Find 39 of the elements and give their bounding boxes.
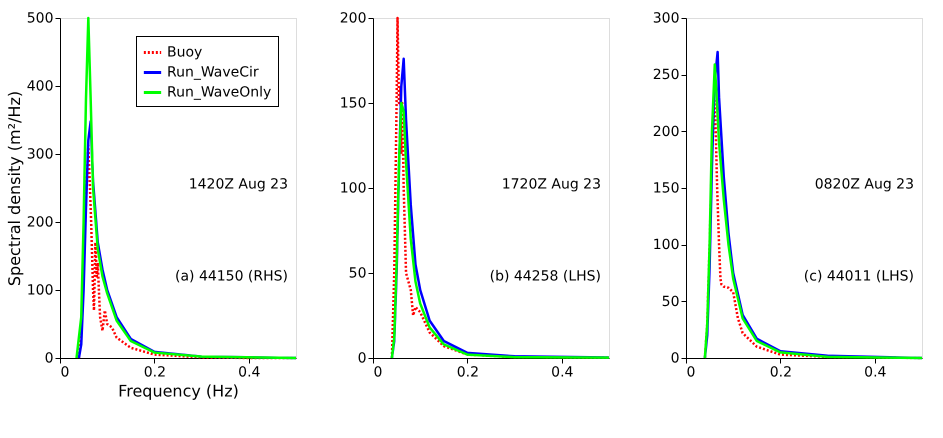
annotation: 1420Z Aug 23	[188, 176, 288, 193]
x-tick-label: 0	[374, 364, 382, 380]
x-tick-label: 0.2	[770, 364, 792, 380]
y-tick-label: 300	[26, 146, 54, 162]
y-tick-label: 50	[348, 266, 366, 282]
annotation: (c) 44011 (LHS)	[804, 268, 914, 284]
y-tick-label: 0	[358, 350, 366, 366]
legend-label: Run_WaveCir	[167, 64, 259, 80]
y-tick-label: 300	[652, 10, 680, 26]
y-tick-label: 100	[652, 237, 680, 254]
y-tick-label: 100	[26, 282, 54, 298]
annotation: (b) 44258 (LHS)	[490, 268, 601, 284]
x-tick-label: 0.4	[551, 364, 574, 380]
x-axis-title: Frequency (Hz)	[118, 382, 239, 400]
annotation: 0820Z Aug 23	[814, 176, 914, 193]
y-tick-label: 200	[26, 214, 54, 230]
legend-label: Buoy	[167, 44, 202, 60]
annotation: (a) 44150 (RHS)	[174, 268, 288, 284]
y-tick-label: 100	[340, 180, 366, 196]
y-tick-label: 250	[652, 67, 680, 84]
y-tick-label: 0	[670, 350, 680, 366]
line-series	[75, 16, 298, 360]
y-tick-label: 200	[652, 124, 680, 140]
x-tick-label: 0.2	[456, 364, 480, 380]
y-tick-label: 0	[44, 350, 54, 366]
x-tick-label: 0	[60, 364, 70, 380]
y-tick-label: 500	[26, 10, 54, 26]
y-tick-label: 400	[26, 78, 54, 94]
x-tick-label: 0.4	[864, 364, 887, 380]
y-tick-label: 150	[652, 180, 680, 196]
x-tick-label: 0	[686, 364, 696, 380]
y-tick-label: 150	[340, 96, 366, 112]
annotation: 1720Z Aug 23	[502, 176, 601, 193]
legend-label: Run_WaveOnly	[167, 84, 272, 100]
x-tick-label: 0.4	[238, 364, 261, 380]
x-tick-label: 0.2	[144, 364, 166, 380]
y-tick-label: 200	[340, 10, 366, 26]
y-axis-title: Spectral density (m²/Hz)	[4, 90, 24, 286]
y-tick-label: 50	[662, 294, 680, 310]
